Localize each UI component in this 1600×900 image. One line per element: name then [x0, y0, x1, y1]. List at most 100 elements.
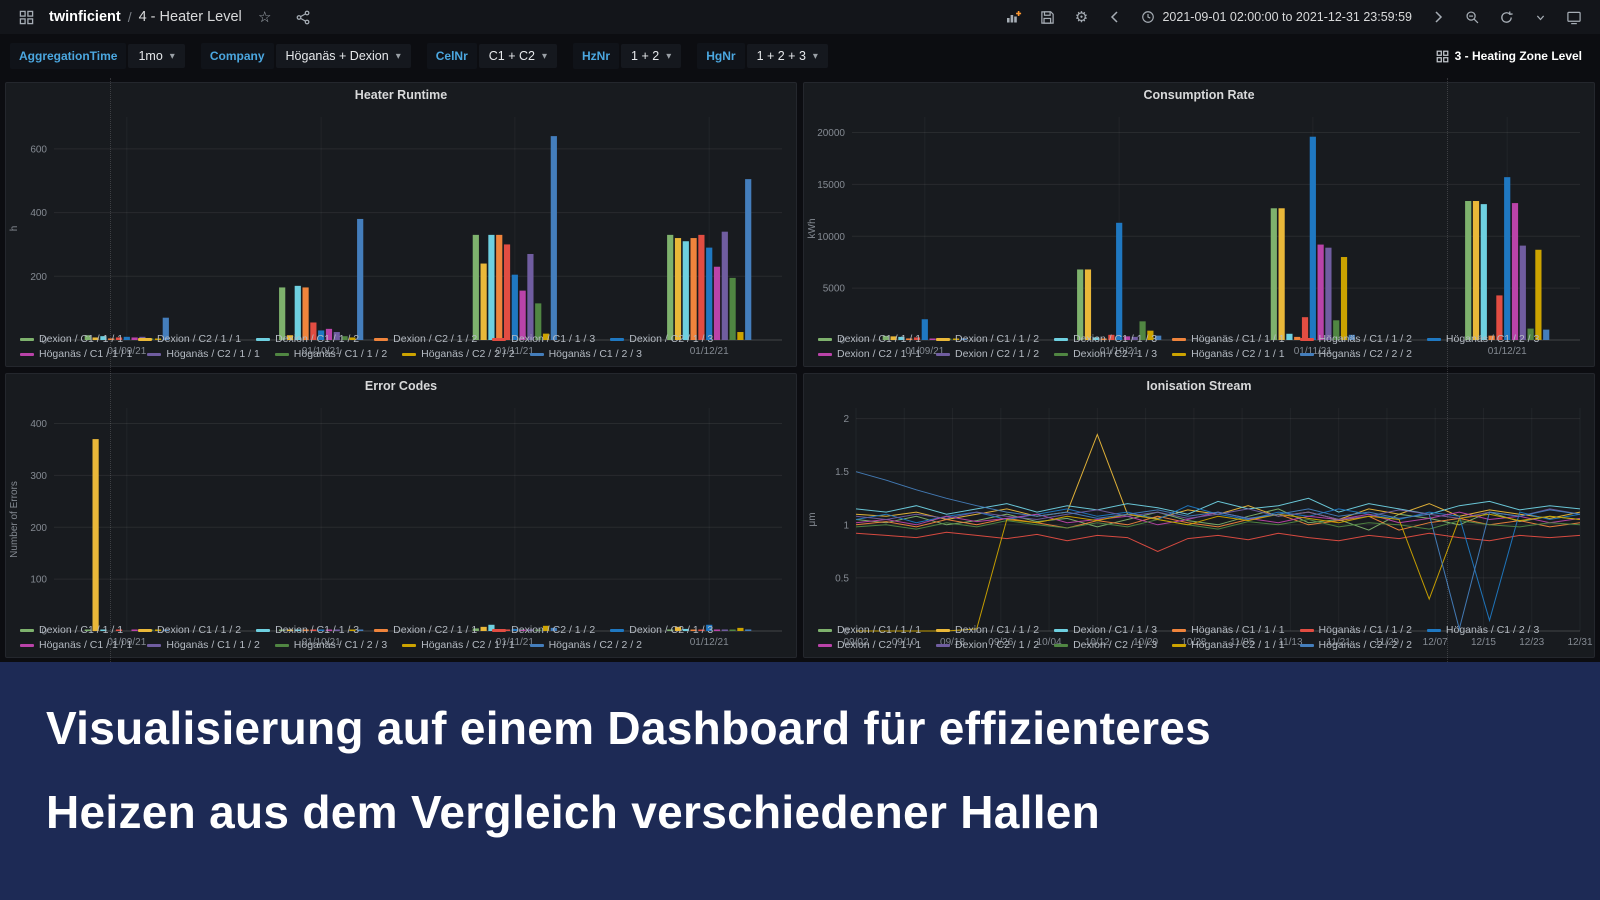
legend-item[interactable]: Höganäs / C1 / 1 / 2 — [147, 639, 260, 651]
apps-grid-icon[interactable] — [10, 4, 42, 30]
legend-item[interactable]: Dexion / C2 / 1 / 1 — [818, 348, 921, 360]
zoom-out-icon[interactable] — [1456, 4, 1488, 30]
filter-value-dropdown[interactable]: 1 + 2 + 3 ▾ — [746, 44, 828, 68]
legend-item[interactable]: Höganäs / C2 / 1 / 1 — [1172, 348, 1285, 360]
legend-label: Höganäs / C1 / 1 / 1 — [1191, 624, 1285, 636]
star-icon[interactable]: ☆ — [258, 8, 272, 26]
legend-label: Höganäs / C1 / 2 / 3 — [548, 348, 642, 360]
legend-item[interactable]: Höganäs / C1 / 1 / 2 — [1299, 333, 1412, 345]
filter-company[interactable]: Company Höganäs + Dexion ▾ — [200, 43, 411, 69]
svg-text:12/31: 12/31 — [1567, 637, 1592, 648]
legend-item[interactable]: Dexion / C1 / 1 / 3 — [256, 624, 359, 636]
legend-item[interactable]: Höganäs / C2 / 1 / 1 — [402, 639, 515, 651]
svg-text:12/07: 12/07 — [1423, 637, 1448, 648]
time-range-picker[interactable]: 2021-09-01 02:00:00 to 2021-12-31 23:59:… — [1133, 10, 1420, 24]
legend-item[interactable]: Dexion / C1 / 1 / 1 — [20, 624, 123, 636]
legend-item[interactable]: Höganäs / C1 / 2 / 3 — [274, 639, 387, 651]
legend-item[interactable]: Dexion / C1 / 1 / 2 — [936, 333, 1039, 345]
legend-item[interactable]: Dexion / C2 / 1 / 3 — [610, 333, 713, 345]
ionisation-stream-svg: 0 0.5 1 1.5 2 μm 09/02 09/10 09/18 09/26 10/04 10/1… — [807, 408, 1593, 648]
legend-color-dash — [1054, 337, 1069, 341]
kiosk-mode-icon[interactable] — [1558, 4, 1590, 30]
legend-item[interactable]: Höganäs / C1 / 2 / 3 — [1426, 624, 1539, 636]
legend-item[interactable]: Höganäs / C2 / 1 / 1 — [1172, 639, 1285, 651]
legend-item[interactable]: Dexion / C2 / 1 / 2 — [492, 624, 595, 636]
svg-text:200: 200 — [30, 272, 47, 283]
filter-value-dropdown[interactable]: 1 + 2 ▾ — [621, 44, 682, 68]
svg-text:10000: 10000 — [817, 232, 845, 243]
legend-color-dash — [529, 352, 544, 356]
legend-item[interactable]: Dexion / C2 / 1 / 1 — [818, 639, 921, 651]
refresh-interval-caret-icon[interactable] — [1524, 4, 1556, 30]
legend-item[interactable]: Dexion / C2 / 1 / 3 — [610, 624, 713, 636]
legend-label: Dexion / C2 / 1 / 3 — [629, 624, 714, 636]
legend-item[interactable]: Höganäs / C1 / 1 / 1 — [20, 348, 132, 360]
legend-color-dash — [1172, 628, 1187, 632]
legend-label: Dexion / C1 / 1 / 2 — [955, 333, 1040, 345]
legend-item[interactable]: Dexion / C2 / 1 / 3 — [1054, 348, 1157, 360]
dashboard-link-heating-zone-level[interactable]: 3 - Heating Zone Level — [1436, 49, 1590, 63]
legend-item[interactable]: Höganäs / C2 / 2 / 2 — [529, 639, 642, 651]
legend-item[interactable]: Dexion / C2 / 1 / 2 — [374, 333, 477, 345]
filter-hgnr[interactable]: HgNr 1 + 2 + 3 ▾ — [697, 43, 828, 69]
legend-color-dash — [374, 337, 389, 341]
legend-item[interactable]: Höganäs / C2 / 2 / 2 — [1299, 348, 1412, 360]
time-shift-forward-icon[interactable] — [1422, 4, 1454, 30]
legend-item[interactable]: Dexion / C1 / 1 / 2 — [936, 624, 1039, 636]
panel-title[interactable]: Ionisation Stream — [1146, 379, 1252, 393]
legend-item[interactable]: Dexion / C1 / 1 / 1 — [20, 333, 123, 345]
legend-item[interactable]: Dexion / C1 / 1 / 2 — [256, 333, 359, 345]
legend-label: Dexion / C2 / 1 / 1 — [837, 348, 922, 360]
error-codes-chart[interactable]: 0 100 200 300 400 Number of Errors 01/09/21 01/… — [6, 398, 796, 648]
legend-item[interactable]: Höganäs / C1 / 1 / 1 — [1172, 333, 1285, 345]
heater-runtime-chart[interactable]: 0 200 400 600 h 01/09/21 01/10/21 01/11/21 01/12… — [6, 107, 796, 357]
svg-text:0.5: 0.5 — [835, 573, 849, 584]
legend-item[interactable]: Dexion / C2 / 1 / 2 — [936, 348, 1039, 360]
clock-icon — [1142, 11, 1155, 23]
app-name[interactable]: twinficient — [49, 9, 121, 25]
add-panel-icon[interactable] — [997, 4, 1029, 30]
ionisation-stream-chart[interactable]: 0 0.5 1 1.5 2 μm 09/02 09/10 09/18 09/26 10/04 10/1… — [804, 398, 1594, 648]
dashboard-title[interactable]: 4 - Heater Level — [138, 9, 242, 25]
filter-value-dropdown[interactable]: 1mo ▾ — [128, 44, 185, 68]
legend-label: Dexion / C2 / 1 / 2 — [955, 639, 1040, 651]
legend-item[interactable]: Dexion / C2 / 1 / 1 — [138, 333, 241, 345]
legend-item[interactable]: Höganäs / C1 / 2 / 3 — [529, 348, 642, 360]
panel-title[interactable]: Error Codes — [364, 379, 438, 393]
panel-title[interactable]: Heater Runtime — [354, 88, 448, 102]
legend-item[interactable]: Dexion / C1 / 1 / 1 — [818, 333, 921, 345]
legend-item[interactable]: Höganäs / C1 / 1 / 2 — [274, 348, 387, 360]
legend-item[interactable]: Höganäs / C1 / 2 / 3 — [1426, 333, 1539, 345]
legend-item[interactable]: Höganäs / C2 / 2 / 2 — [402, 348, 515, 360]
consumption-rate-chart[interactable]: 0 5000 10000 15000 20000 kWh 01/09/21 01/10/21 0… — [804, 107, 1594, 357]
legend-item[interactable]: Dexion / C1 / 1 / 3 — [492, 333, 595, 345]
variables-submenu: AggregationTime 1mo ▾ Company Höganäs + D… — [0, 34, 1600, 78]
filter-celnr[interactable]: CelNr C1 + C2 ▾ — [426, 43, 558, 69]
share-icon[interactable] — [288, 4, 320, 30]
save-dashboard-icon[interactable] — [1031, 4, 1063, 30]
legend-item[interactable]: Höganäs / C1 / 1 / 2 — [1299, 624, 1412, 636]
legend-item[interactable]: Höganäs / C1 / 1 / 1 — [1172, 624, 1285, 636]
legend-item[interactable]: Dexion / C1 / 1 / 1 — [818, 624, 921, 636]
legend-item[interactable]: Höganäs / C2 / 2 / 2 — [1299, 639, 1412, 651]
dashboard-settings-icon[interactable]: ⚙ — [1074, 8, 1089, 26]
legend-item[interactable]: Dexion / C1 / 1 / 2 — [138, 624, 241, 636]
filter-value-dropdown[interactable]: Höganäs + Dexion ▾ — [275, 44, 411, 68]
top-navbar: twinficient / 4 - Heater Level ☆ ⚙ 2021-… — [0, 0, 1600, 34]
refresh-icon[interactable] — [1490, 4, 1522, 30]
legend-item[interactable]: Höganäs / C2 / 1 / 1 — [147, 348, 260, 360]
time-shift-back-icon[interactable] — [1099, 4, 1131, 30]
legend-item[interactable]: Dexion / C1 / 1 / 3 — [1054, 333, 1157, 345]
legend-item[interactable]: Dexion / C2 / 1 / 1 — [374, 624, 477, 636]
filter-hznr[interactable]: HzNr 1 + 2 ▾ — [573, 43, 682, 69]
filter-value-dropdown[interactable]: C1 + C2 ▾ — [478, 44, 558, 68]
legend-color-dash — [492, 337, 507, 341]
svg-text:01/12/21: 01/12/21 — [1488, 346, 1527, 357]
legend-item[interactable]: Höganäs / C1 / 1 / 1 — [20, 639, 132, 651]
svg-text:0: 0 — [41, 336, 47, 347]
panel-title[interactable]: Consumption Rate — [1143, 88, 1255, 102]
filter-aggregation-time[interactable]: AggregationTime 1mo ▾ — [10, 43, 185, 69]
legend-item[interactable]: Dexion / C2 / 1 / 2 — [936, 639, 1039, 651]
legend-item[interactable]: Dexion / C2 / 1 / 3 — [1054, 639, 1157, 651]
legend-item[interactable]: Dexion / C1 / 1 / 3 — [1054, 624, 1157, 636]
